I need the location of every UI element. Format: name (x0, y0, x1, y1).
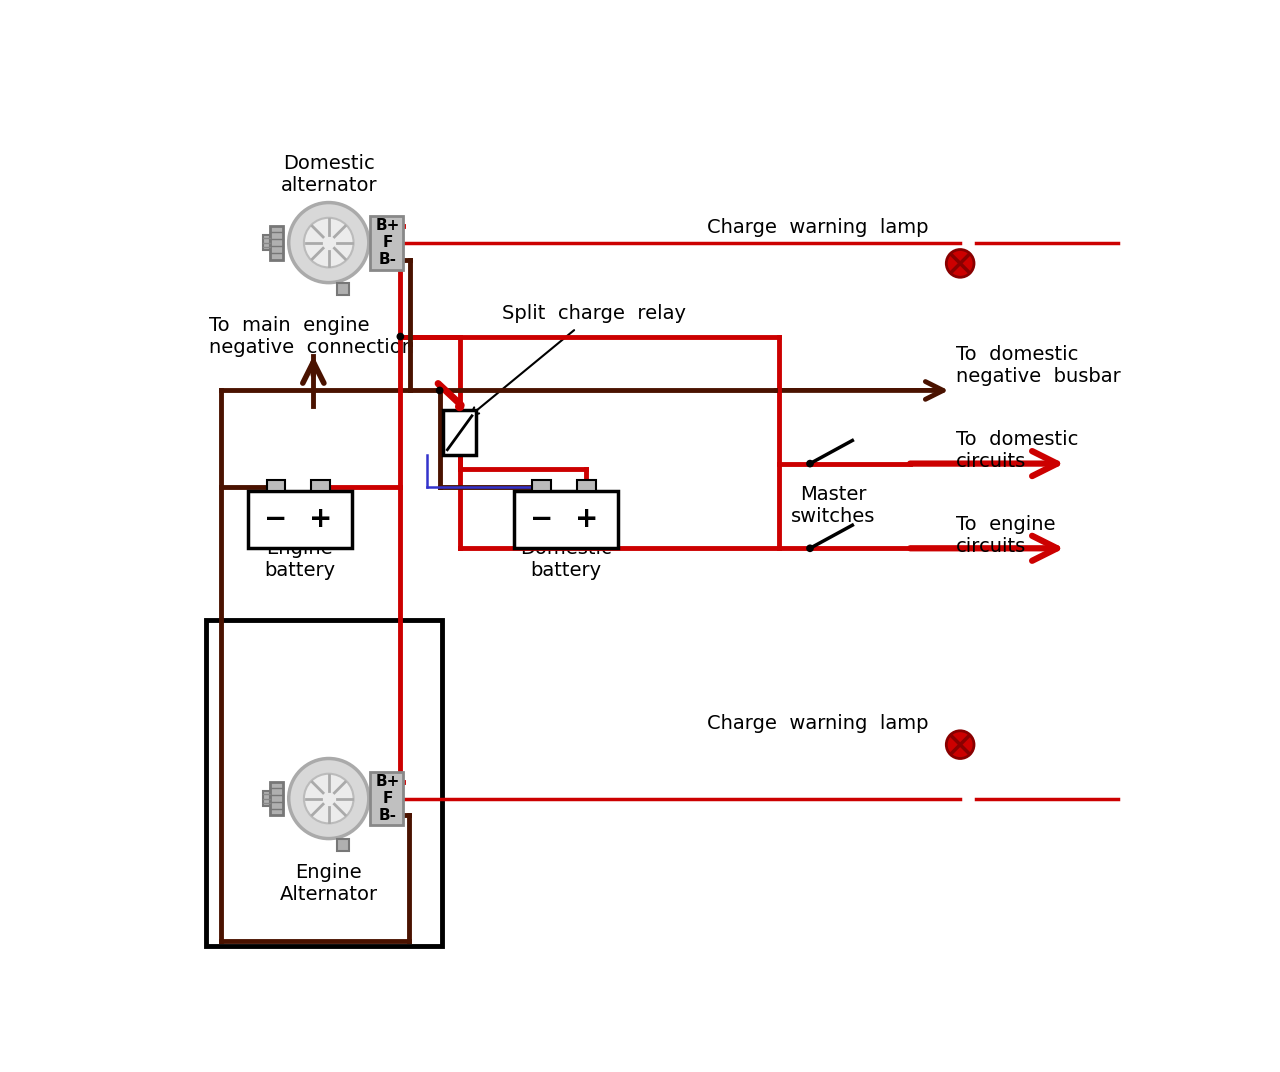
Text: +: + (575, 505, 598, 534)
Text: B-: B- (379, 252, 397, 267)
Bar (337, 283, 349, 295)
Text: To  domestic
circuits: To domestic circuits (956, 430, 1079, 471)
Bar (577, 480, 595, 491)
Circle shape (303, 774, 353, 823)
Circle shape (289, 759, 369, 838)
Circle shape (397, 332, 404, 341)
Text: To  domestic
negative  busbar: To domestic negative busbar (956, 345, 1121, 386)
Bar (270, 226, 283, 259)
Circle shape (946, 731, 974, 759)
Text: To  main  engine
negative  connection: To main engine negative connection (210, 316, 415, 357)
Text: +: + (308, 505, 333, 534)
Text: B-: B- (379, 808, 397, 823)
Text: −: − (530, 505, 553, 534)
Text: Charge  warning  lamp: Charge warning lamp (707, 218, 928, 237)
Circle shape (289, 203, 369, 283)
Text: Domestic
alternator: Domestic alternator (280, 154, 378, 195)
Bar (262, 235, 270, 250)
Circle shape (806, 460, 814, 467)
Bar (532, 480, 550, 491)
Bar (262, 791, 270, 806)
Text: Domestic
battery: Domestic battery (520, 539, 612, 580)
Bar (206, 620, 442, 947)
Text: −: − (265, 505, 288, 534)
Text: F: F (383, 235, 393, 250)
Text: Master
switches: Master switches (791, 486, 876, 526)
Bar (443, 411, 476, 456)
Circle shape (806, 545, 814, 552)
Text: To  engine
circuits: To engine circuits (956, 515, 1056, 555)
Bar (370, 772, 403, 825)
Circle shape (435, 387, 443, 394)
Text: B+: B+ (376, 774, 401, 789)
Text: F: F (383, 791, 393, 806)
Bar (266, 480, 285, 491)
Bar (337, 838, 349, 851)
Text: Engine
battery: Engine battery (264, 539, 335, 580)
Bar (270, 781, 283, 816)
Circle shape (303, 218, 353, 267)
Text: Charge  warning  lamp: Charge warning lamp (707, 714, 928, 733)
Circle shape (454, 402, 465, 412)
Bar (513, 491, 617, 548)
Circle shape (946, 250, 974, 278)
Bar (311, 480, 330, 491)
Text: B+: B+ (376, 219, 401, 234)
Text: Split  charge  relay: Split charge relay (471, 304, 686, 415)
Bar (370, 215, 403, 269)
Bar (248, 491, 352, 548)
Text: Engine
Alternator: Engine Alternator (280, 863, 378, 904)
